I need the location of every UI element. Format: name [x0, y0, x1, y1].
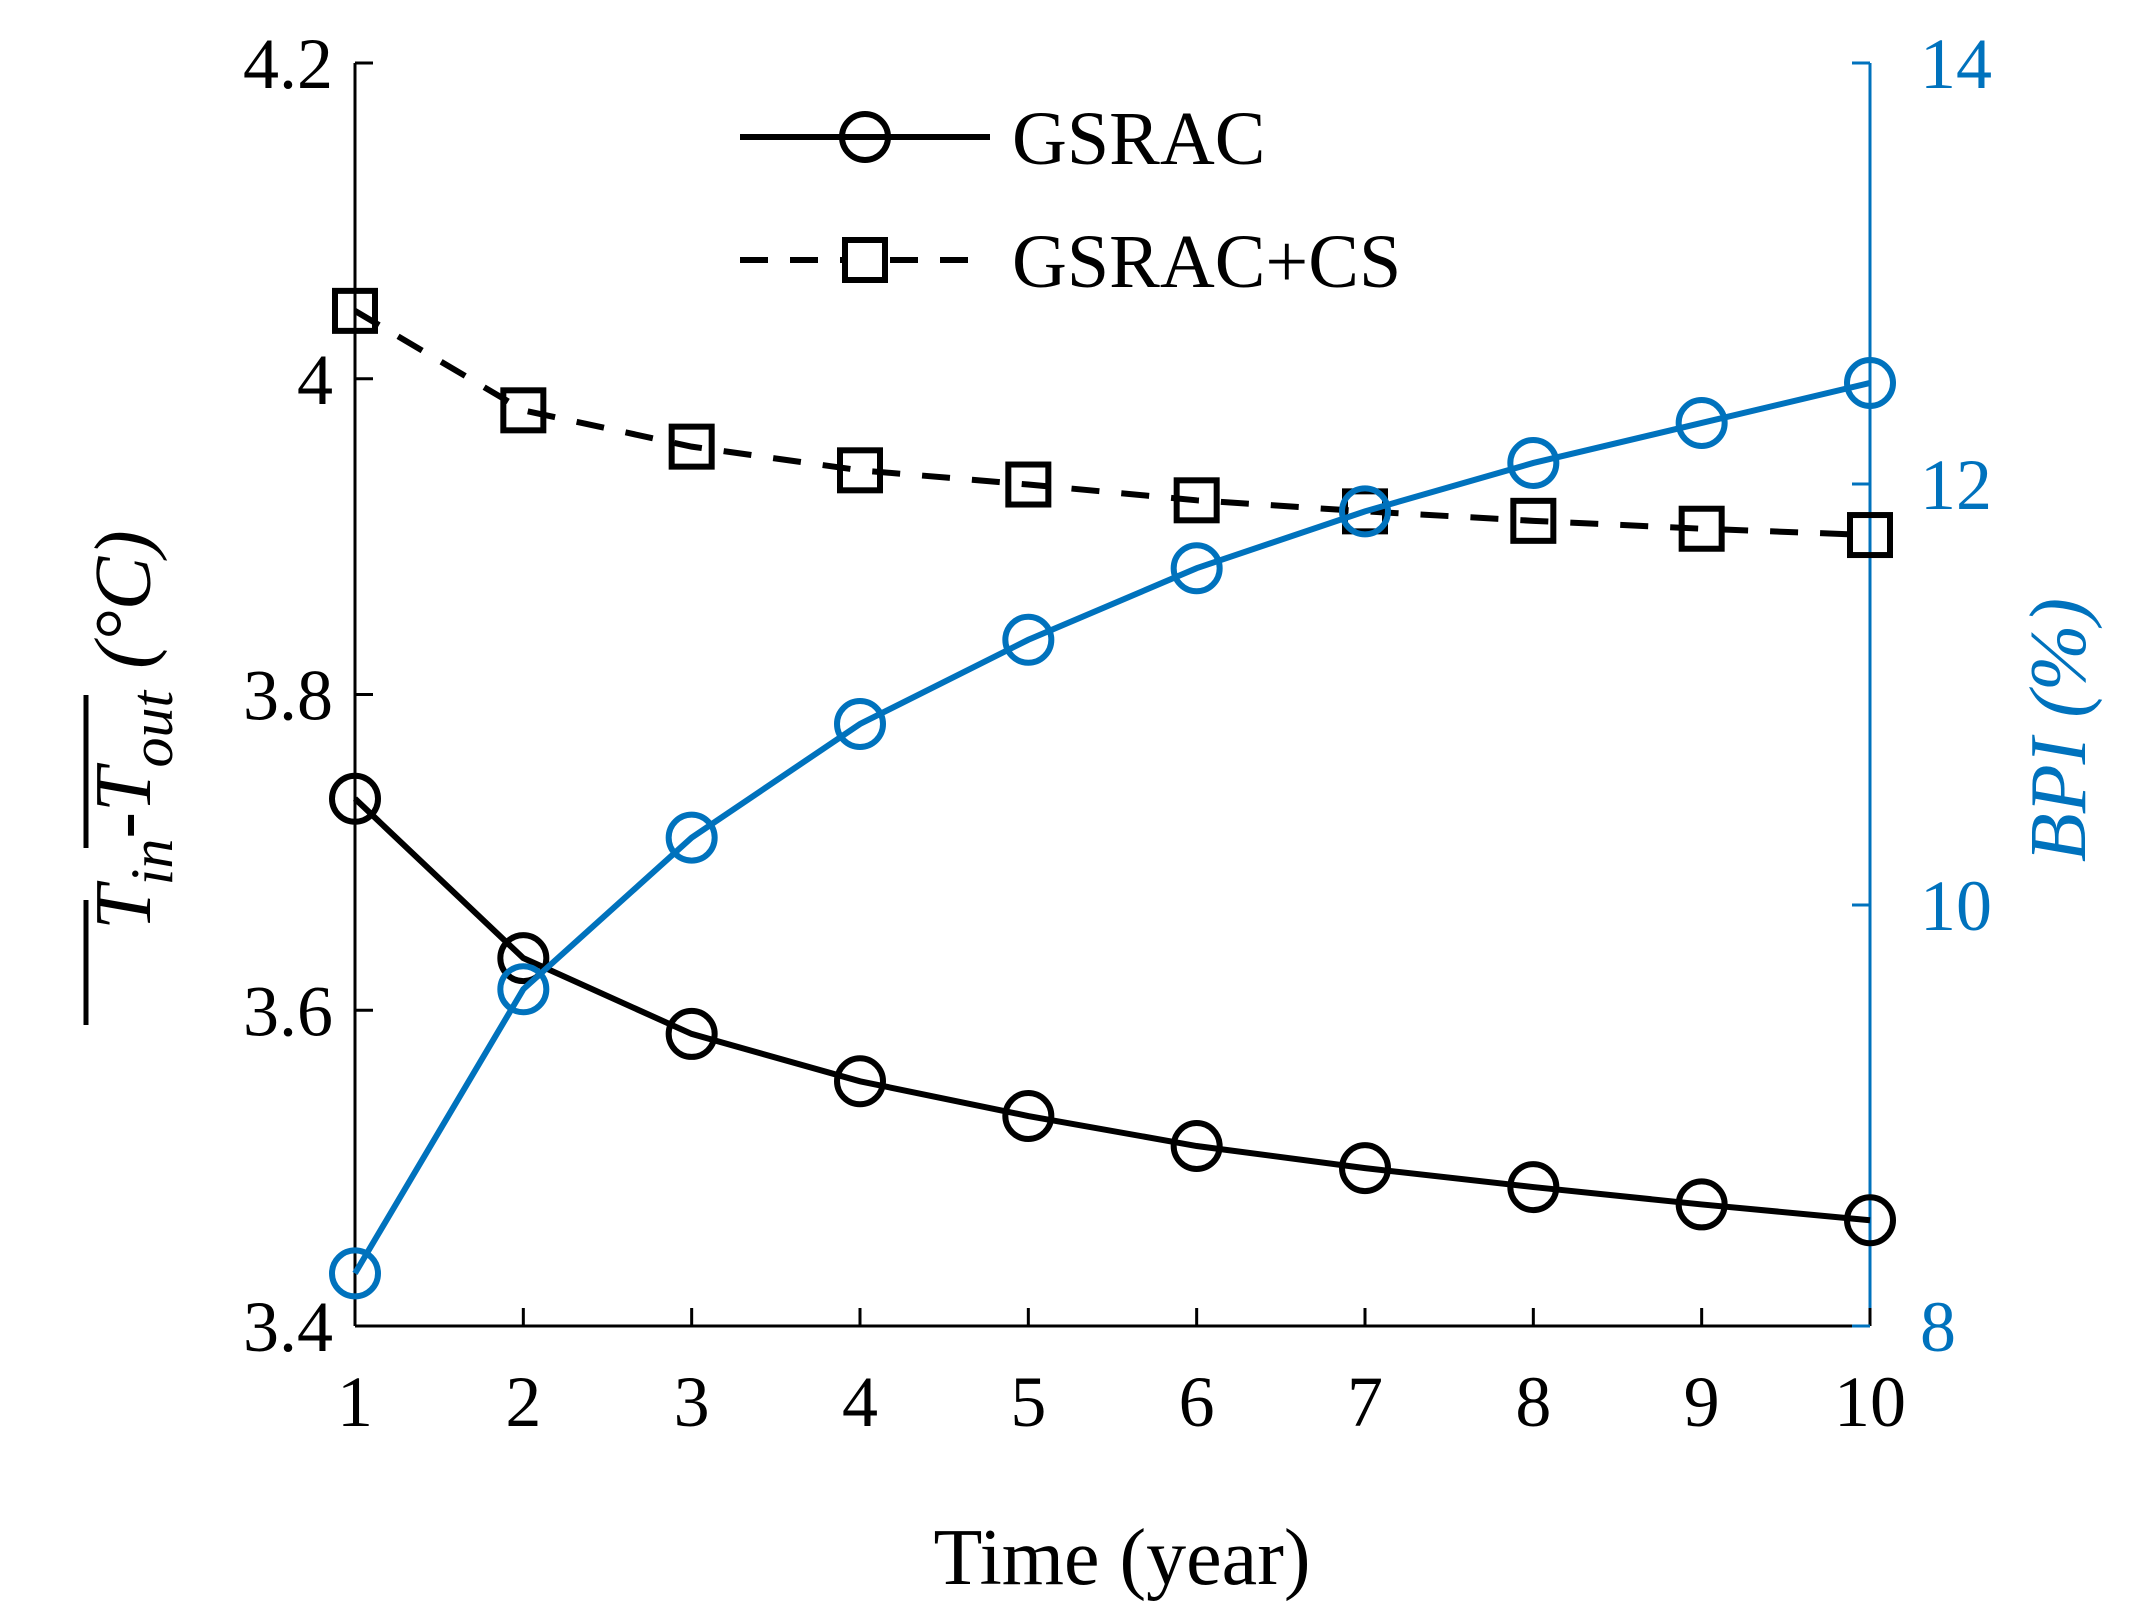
x-tick-label: 6	[1179, 1362, 1215, 1442]
left-tick-label: 3.6	[243, 971, 333, 1051]
marker-bpi	[1675, 396, 1728, 449]
marker-gsrac-cs	[332, 287, 378, 334]
left-axis-title-t1: T	[80, 880, 168, 930]
x-axis-title: Time (year)	[934, 1514, 1311, 1602]
legend-label-gsrac-cs: GSRAC+CS	[1012, 220, 1401, 304]
marker-gsrac	[497, 932, 550, 985]
right-tick-label: 14	[1920, 24, 1992, 104]
left-axis-title-sep: -	[80, 812, 168, 839]
x-tick-label: 8	[1515, 1362, 1551, 1442]
marker-gsrac-cs	[1173, 477, 1220, 524]
left-tick-label: 3.4	[243, 1287, 333, 1367]
legend-marker-gsrac	[839, 111, 891, 163]
marker-gsrac	[834, 1055, 886, 1108]
x-tick-label: 7	[1347, 1362, 1383, 1442]
x-tick-label: 3	[674, 1362, 710, 1442]
marker-gsrac	[1844, 1194, 1896, 1247]
right-tick-label: 12	[1920, 445, 1992, 525]
marker-bpi	[665, 811, 718, 864]
marker-gsrac	[1170, 1120, 1223, 1173]
marker-gsrac	[1339, 1142, 1391, 1195]
x-tick-label: 1	[337, 1362, 373, 1442]
right-tick-label: 10	[1920, 866, 1992, 946]
legend-marker-gsrac-cs	[842, 237, 888, 283]
legend-label-gsrac: GSRAC	[1012, 97, 1265, 181]
left-axis-title: Tin-Tout(°C)	[80, 530, 185, 1025]
marker-bpi	[329, 1247, 381, 1300]
left-axis-title-t2: T	[80, 762, 168, 812]
marker-gsrac-cs	[500, 387, 547, 434]
marker-gsrac-cs	[837, 447, 883, 494]
marker-gsrac-cs	[1678, 505, 1725, 552]
marker-gsrac-cs	[668, 423, 715, 470]
left-tick-label: 4.2	[243, 24, 333, 104]
left-tick-label: 4	[297, 340, 333, 420]
svg-text:Tin-Tout(°C): Tin-Tout(°C)	[80, 530, 185, 930]
marker-bpi	[1507, 436, 1560, 489]
marker-bpi	[1339, 485, 1391, 538]
marker-gsrac-cs	[1005, 461, 1052, 508]
marker-gsrac	[1002, 1090, 1055, 1143]
x-tick-label: 10	[1834, 1362, 1906, 1442]
marker-gsrac	[1507, 1161, 1560, 1214]
left-tick-label: 3.8	[243, 656, 333, 736]
series-line-gsrac-cs	[353, 308, 1871, 539]
marker-gsrac-cs	[1510, 497, 1557, 544]
series-line-bpi	[352, 380, 1871, 1275]
legend: GSRAC GSRAC+CS	[740, 97, 1401, 304]
left-axis-title-sub-out: out	[119, 690, 185, 768]
right-tick-label: 8	[1920, 1287, 1956, 1367]
marker-gsrac	[329, 772, 381, 825]
marker-gsrac	[1675, 1178, 1728, 1231]
marker-bpi	[834, 697, 886, 750]
right-axis-title: BPI (%)	[2015, 598, 2103, 862]
marker-bpi	[1002, 613, 1055, 666]
x-tick-label: 4	[842, 1362, 878, 1442]
series-line-gsrac	[352, 796, 1871, 1224]
marker-gsrac-cs	[1847, 512, 1893, 559]
x-tick-label: 5	[1010, 1362, 1046, 1442]
left-axis-title-unit: (°C)	[80, 530, 168, 669]
x-tick-label: 9	[1684, 1362, 1720, 1442]
left-axis-title-sub-in: in	[119, 839, 185, 886]
series-layer	[329, 287, 1896, 1300]
marker-gsrac	[665, 1007, 718, 1060]
marker-bpi	[1170, 542, 1223, 595]
x-tick-label: 2	[505, 1362, 541, 1442]
marker-bpi	[1844, 356, 1896, 409]
marker-bpi	[497, 963, 550, 1016]
